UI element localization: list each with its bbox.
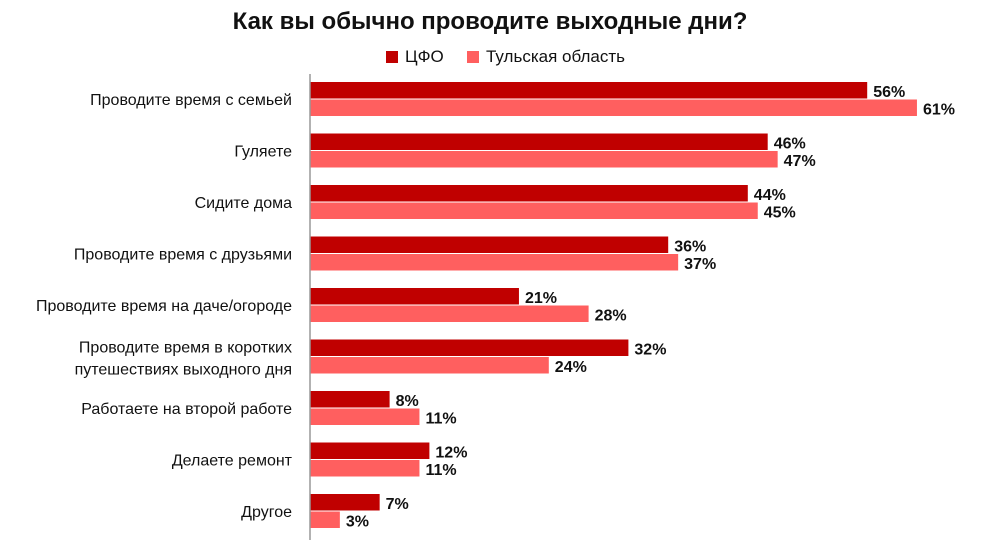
bar-tula (310, 99, 917, 116)
category-label: Проводите время с семьей (90, 92, 292, 109)
legend-item-cfo: ЦФО (386, 47, 444, 67)
value-label-tula: 37% (684, 256, 716, 273)
legend-item-tula: Тульская область (467, 47, 625, 67)
bar-cfo (310, 133, 768, 150)
value-label-cfo: 56% (873, 84, 905, 101)
value-label-cfo: 8% (396, 393, 419, 410)
value-label-cfo: 46% (774, 136, 806, 153)
value-label-tula: 45% (764, 205, 796, 222)
legend-swatch-tula (467, 51, 479, 63)
bar-tula (310, 202, 758, 219)
value-label-tula: 3% (346, 514, 369, 531)
legend-label-cfo: ЦФО (405, 47, 444, 66)
bar-cfo (310, 391, 390, 408)
category-label: Проводите время на даче/огороде (36, 298, 292, 315)
bar-cfo (310, 236, 669, 253)
category-label: Гуляете (234, 144, 292, 161)
bar-tula (310, 305, 589, 322)
bar-cfo (310, 288, 519, 305)
category-label: Другое (241, 504, 292, 521)
bar-cfo (310, 339, 629, 356)
bar-tula (310, 511, 340, 528)
bar-tula (310, 460, 420, 477)
category-label: Проводите время с друзьями (74, 247, 292, 264)
bar-cfo (310, 185, 748, 202)
value-label-tula: 24% (555, 359, 587, 376)
value-label-tula: 61% (923, 102, 955, 119)
value-label-cfo: 21% (525, 290, 557, 307)
legend-swatch-cfo (386, 51, 398, 63)
category-label: Проводите время в коротких путешествиях в… (75, 340, 292, 379)
value-label-tula: 28% (595, 308, 627, 325)
value-label-tula: 11% (425, 462, 456, 479)
bar-tula (310, 254, 679, 271)
bar-cfo (310, 82, 868, 99)
category-label: Работаете на второй работе (81, 401, 292, 418)
legend-label-tula: Тульская область (486, 47, 625, 66)
legend: ЦФО Тульская область (0, 47, 1004, 71)
bar-tula (310, 357, 549, 374)
value-label-cfo: 36% (674, 239, 706, 256)
chart-title: Как вы обычно проводите выходные дни? (232, 8, 748, 35)
category-label: Сидите дома (195, 195, 292, 212)
bar-tula (310, 408, 420, 425)
category-label: Делаете ремонт (172, 453, 293, 470)
value-label-tula: 47% (784, 153, 816, 170)
bar-cfo (310, 494, 380, 511)
value-label-tula: 11% (425, 411, 456, 428)
bar-tula (310, 151, 778, 168)
value-label-cfo: 32% (634, 342, 666, 359)
bar-cfo (310, 442, 430, 459)
value-label-cfo: 12% (435, 445, 467, 462)
value-label-cfo: 7% (386, 496, 409, 513)
value-label-cfo: 44% (754, 187, 786, 204)
